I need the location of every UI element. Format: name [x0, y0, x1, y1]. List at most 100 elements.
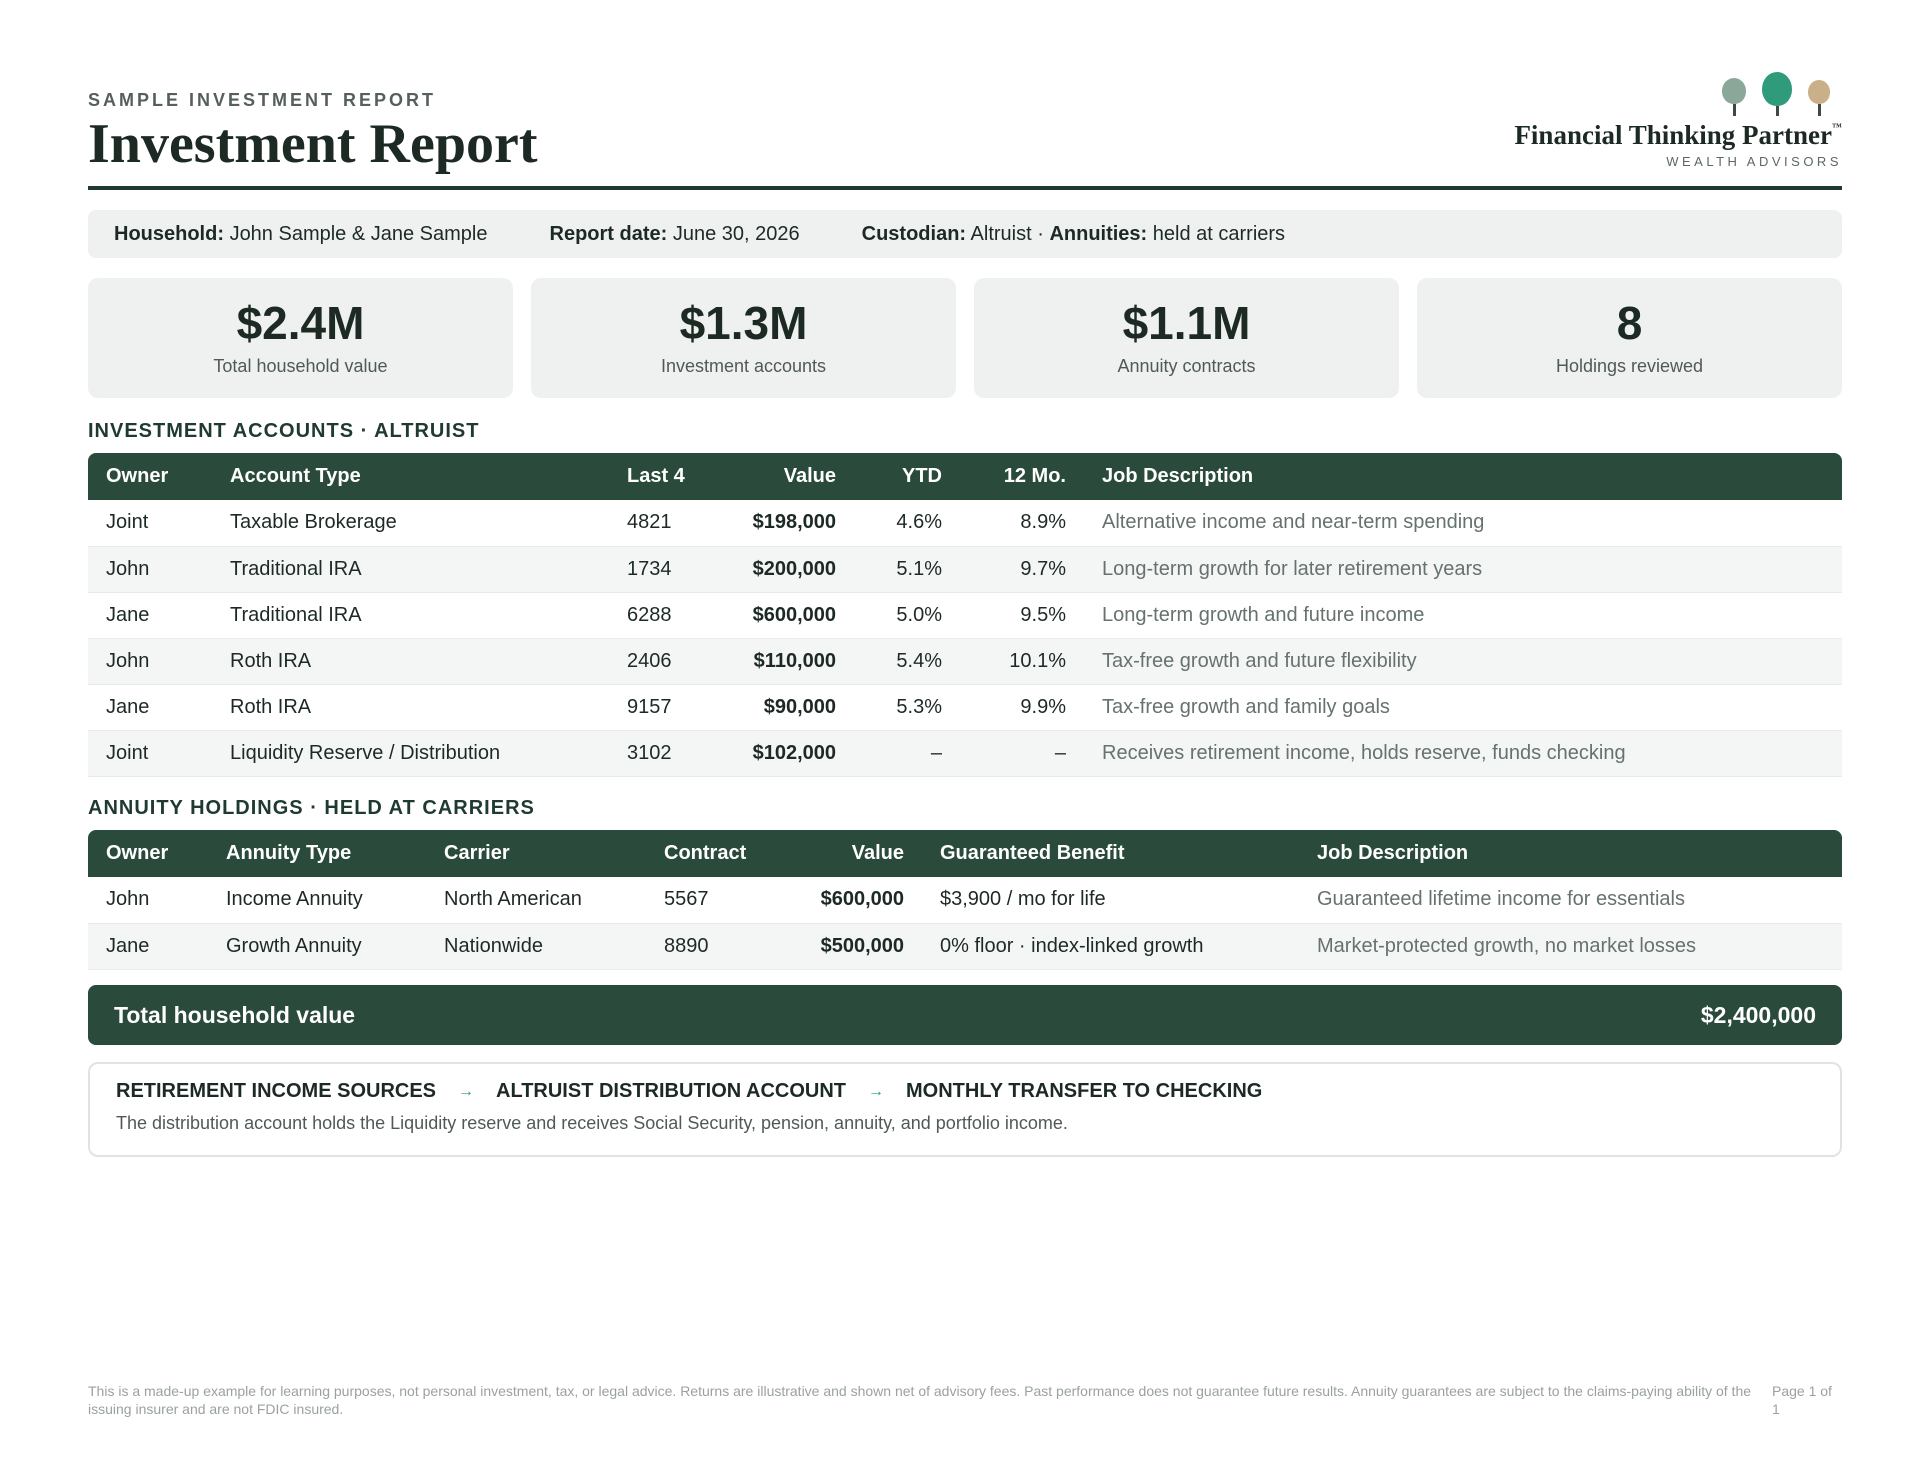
trademark-mark: ™ [1832, 122, 1842, 133]
total-label: Total household value [114, 1001, 356, 1028]
disclaimer-text: This is a made-up example for learning p… [88, 1383, 1752, 1417]
kpi-card-holdings-reviewed: 8 Holdings reviewed [1417, 278, 1842, 398]
tree-large-center-icon [1762, 72, 1792, 116]
kpi-card-annuity-contracts: $1.1M Annuity contracts [974, 278, 1399, 398]
page-number: Page 1 of 1 [1772, 1383, 1832, 1417]
tree-logo-icon [1722, 72, 1832, 116]
table-cell: $198,000 [709, 500, 854, 547]
report-eyebrow: SAMPLE INVESTMENT REPORT [88, 90, 437, 110]
table-cell: $102,000 [709, 730, 854, 777]
table-cell: Tax-free growth and future flexibility [1084, 638, 1842, 685]
total-household-value-bar: Total household value $2,400,000 [88, 985, 1842, 1045]
page-title: Investment Report [88, 113, 538, 175]
column-header: Annuity Type [226, 842, 352, 864]
table-cell: Tax-free growth and family goals [1084, 684, 1842, 731]
investment-accounts-heading: INVESTMENT ACCOUNTS · ALTRUIST [88, 420, 480, 442]
table-cell: Joint [88, 500, 212, 547]
report-header: SAMPLE INVESTMENT REPORT Investment Repo… [88, 72, 1842, 190]
table-cell: Traditional IRA [212, 546, 609, 593]
table-cell: 9.5% [960, 592, 1084, 639]
kpi-card-investment-accounts: $1.3M Investment accounts [531, 278, 956, 398]
table-cell: 5567 [646, 877, 776, 924]
table-cell: Long-term growth for later retirement ye… [1084, 546, 1842, 593]
table-cell: $110,000 [709, 638, 854, 685]
table-cell: Traditional IRA [212, 592, 609, 639]
table-cell: Growth Annuity [208, 923, 426, 970]
income-flow-box: RETIREMENT INCOME SOURCES → ALTRUIST DIS… [88, 1062, 1842, 1157]
table-cell: Income Annuity [208, 877, 426, 924]
table-cell: Guaranteed lifetime income for essential… [1299, 877, 1842, 924]
column-header: 12 Mo. [1003, 465, 1066, 487]
table-row: Jane Growth Annuity Nationwide 8890 $500,000… [88, 923, 1842, 970]
table-cell: Receives retirement income, holds reserv… [1084, 730, 1842, 777]
table-row: Jane Roth IRA 9157 $90,000 5.3% 9.9% Tax-free … [88, 684, 1842, 731]
column-header: Job Description [1102, 465, 1254, 487]
table-cell: Alternative income and near-term spendin… [1084, 500, 1842, 547]
column-header: Owner [106, 465, 169, 487]
table-cell: Liquidity Reserve / Distribution [212, 730, 609, 777]
brand-logo: Financial Thinking Partner™ WEALTH ADVIS… [1482, 72, 1842, 182]
table-cell: 0% floor · index-linked growth [922, 923, 1299, 970]
table-header-row: Owner Annuity Type Carrier Contract Valu… [88, 830, 1842, 877]
table-row: John Roth IRA 2406 $110,000 5.4% 10.1% Tax-fre… [88, 638, 1842, 685]
table-cell: Jane [88, 684, 212, 731]
kpi-card-total-value: $2.4M Total household value [88, 278, 513, 398]
table-cell: $500,000 [776, 923, 922, 970]
table-cell: 9157 [609, 684, 709, 731]
table-cell: 4.6% [854, 500, 960, 547]
arrow-right-icon: → [458, 1082, 475, 1100]
table-cell: 9.9% [960, 684, 1084, 731]
brand-name: Financial Thinking Partner™ [1514, 120, 1842, 150]
kpi-cards: $2.4M Total household value $1.3M Invest… [88, 278, 1842, 398]
table-cell: 2406 [609, 638, 709, 685]
investment-accounts-table: Owner Account Type Last 4 Value YTD 12 M… [88, 453, 1842, 777]
total-value: $2,400,000 [1700, 1001, 1816, 1028]
custodian-info: Custodian: Altruist · Annuities: held at… [861, 222, 1286, 245]
table-header-row: Owner Account Type Last 4 Value YTD 12 M… [88, 453, 1842, 500]
table-cell: John [88, 638, 212, 685]
brand-subtitle: WEALTH ADVISORS [1666, 154, 1842, 169]
report-info-bar: Household: John Sample & Jane Sample Rep… [88, 210, 1842, 258]
table-cell: 8890 [646, 923, 776, 970]
table-cell: 9.7% [960, 546, 1084, 593]
table-cell: Nationwide [426, 923, 646, 970]
table-cell: $600,000 [709, 592, 854, 639]
tree-small-left-icon [1722, 78, 1746, 116]
column-header: YTD [902, 465, 942, 487]
table-cell: 5.3% [854, 684, 960, 731]
column-header: Guaranteed Benefit [940, 842, 1125, 864]
table-cell: 3102 [609, 730, 709, 777]
household-info: Household: John Sample & Jane Sample [114, 222, 488, 245]
annuity-holdings-heading: ANNUITY HOLDINGS · HELD AT CARRIERS [88, 797, 535, 819]
column-header: Account Type [230, 465, 361, 487]
table-cell: Jane [88, 592, 212, 639]
table-cell: John [88, 546, 212, 593]
table-cell: Market-protected growth, no market losse… [1299, 923, 1842, 970]
table-cell: Long-term growth and future income [1084, 592, 1842, 639]
table-cell: – [854, 730, 960, 777]
table-cell: 5.0% [854, 592, 960, 639]
flow-step-income-sources: RETIREMENT INCOME SOURCES [116, 1080, 437, 1102]
table-cell: 1734 [609, 546, 709, 593]
column-header: Last 4 [627, 465, 685, 487]
table-row: John Traditional IRA 1734 $200,000 5.1% 9.7% L… [88, 546, 1842, 593]
table-cell: 5.1% [854, 546, 960, 593]
table-cell: 10.1% [960, 638, 1084, 685]
table-row: Joint Liquidity Reserve / Distribution 310… [88, 730, 1842, 777]
column-header: Value [851, 842, 904, 864]
table-cell: $600,000 [776, 877, 922, 924]
tree-small-right-icon [1808, 80, 1830, 116]
arrow-right-icon: → [868, 1082, 885, 1100]
table-cell: 4821 [609, 500, 709, 547]
income-flow-steps: RETIREMENT INCOME SOURCES → ALTRUIST DIS… [116, 1080, 1814, 1103]
column-header: Value [783, 465, 836, 487]
table-cell: Joint [88, 730, 212, 777]
table-cell: 6288 [609, 592, 709, 639]
income-flow-note: The distribution account holds the Liqui… [116, 1113, 1068, 1133]
annuity-holdings-table: Owner Annuity Type Carrier Contract Valu… [88, 830, 1842, 970]
table-cell: Roth IRA [212, 684, 609, 731]
column-header: Owner [106, 842, 169, 864]
table-row: Jane Traditional IRA 6288 $600,000 5.0% 9.5% L… [88, 592, 1842, 639]
table-cell: $3,900 / mo for life [922, 877, 1299, 924]
table-cell: 5.4% [854, 638, 960, 685]
